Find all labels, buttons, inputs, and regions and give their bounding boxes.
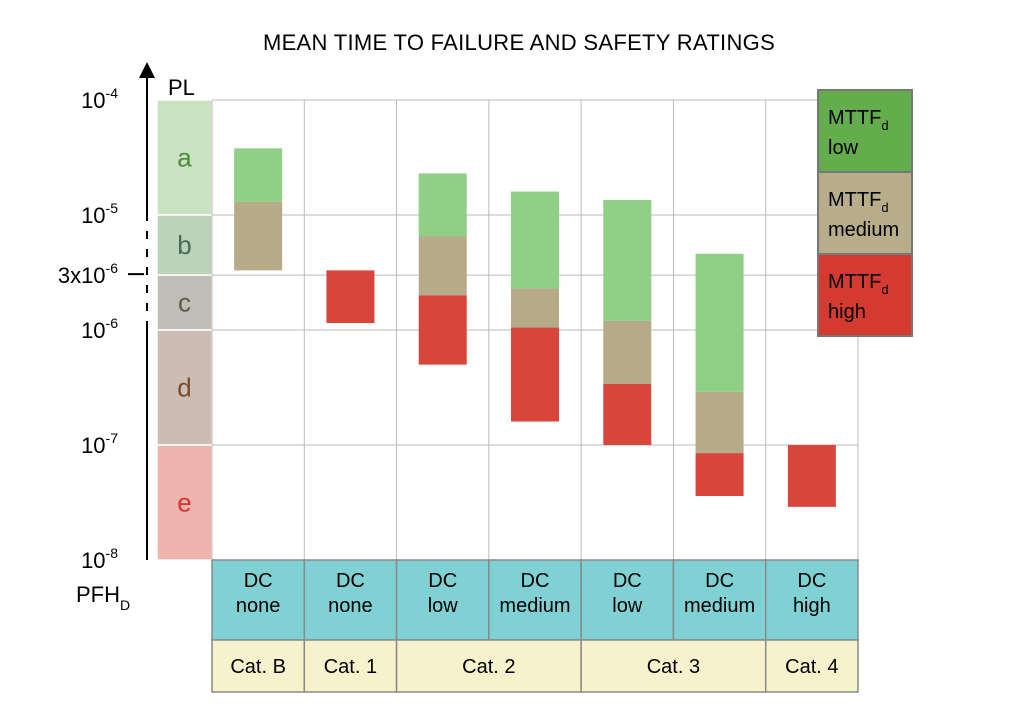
dc-cell [580, 559, 675, 641]
dc-cell-label-line2: low [612, 595, 643, 617]
legend-swatch-low [817, 89, 913, 173]
pfh-axis-label-sub: D [120, 597, 130, 613]
category-label: Cat. 4 [785, 656, 838, 678]
pl-letter-d: d [177, 373, 191, 403]
dc-cell-label-line2: medium [684, 595, 755, 617]
y-axis-arrow-icon [139, 62, 155, 78]
category-cell [211, 639, 306, 693]
dc-cell-label-line2: low [428, 595, 459, 617]
dc-cell-label-line1: DC [797, 570, 826, 592]
dc-cell-label-line1: DC [613, 570, 642, 592]
dc-cell-label-line1: DC [521, 570, 550, 592]
bar-low-col-1 [234, 148, 283, 202]
dc-cell [488, 559, 582, 641]
dc-cell-label-line1: DC [428, 570, 457, 592]
chart-title: MEAN TIME TO FAILURE AND SAFETY RATINGS [263, 30, 775, 55]
bar-medium-col-3 [418, 236, 467, 296]
bar-low-col-5 [603, 200, 652, 321]
y-tick-label: 10-8 [81, 545, 118, 573]
bar-high-col-6 [695, 453, 744, 497]
legend-label-high-line2: high [828, 301, 866, 323]
performance-level-bands: a bc d e [156, 99, 213, 561]
dc-cell [764, 559, 859, 641]
dc-cell-label-line2: none [236, 595, 281, 617]
bar-high-col-2 [326, 270, 375, 324]
dc-row: DC none DC none DC low DC medium DC low DC medium DC… [211, 559, 859, 641]
pl-letter-c: c [178, 288, 191, 318]
category-label: Cat. 1 [324, 656, 377, 678]
category-row: Cat. B Cat. 1 Cat. 2 Cat. 3 Cat. 4 [211, 639, 859, 693]
y-tick-label: 10-4 [81, 85, 118, 113]
dc-cell [395, 559, 490, 641]
pl-letter-b: b [177, 230, 191, 260]
dc-cell-label-line2: none [328, 595, 373, 617]
pl-letter-e: e [177, 488, 191, 518]
legend: MTTFd low MTTFd medium MTTFd high [817, 89, 913, 337]
pl-band-e [156, 444, 213, 561]
dc-cell-label-line2: high [793, 595, 831, 617]
legend-label-medium: MTTFd [828, 189, 889, 215]
legend-label-low-line2: low [828, 137, 859, 159]
bar-high-col-3 [418, 295, 467, 365]
dc-cell [211, 559, 306, 641]
bars [234, 148, 836, 507]
pl-letter-a: a [177, 143, 192, 173]
category-label: Cat. B [230, 656, 286, 678]
bar-high-col-4 [511, 327, 559, 422]
pl-band-a [156, 99, 213, 216]
bar-medium-col-4 [511, 288, 559, 328]
dc-cell-label-line1: DC [705, 570, 734, 592]
y-tick-label: 10-6 [81, 315, 118, 343]
bar-low-col-6 [695, 253, 744, 392]
legend-label-medium-line2: medium [828, 219, 899, 241]
dc-cell-label-line1: DC [336, 570, 365, 592]
bar-high-col-7 [787, 445, 836, 507]
dc-cell-label-line1: DC [244, 570, 273, 592]
y-tick-labels: 10-4 10-5 3x10-6 10-6 10-7 10-8 [58, 85, 149, 573]
legend-swatch-medium [817, 171, 913, 255]
y-tick-label: 10-7 [81, 430, 118, 458]
bar-low-col-4 [511, 191, 559, 289]
bar-medium-col-5 [603, 320, 652, 384]
bar-low-col-3 [418, 173, 467, 237]
pfh-axis-label: PFHD [76, 582, 130, 613]
y-tick-label: 10-5 [81, 200, 118, 228]
pl-band-b [156, 214, 213, 276]
legend-label-low: MTTFd [828, 107, 889, 133]
category-label: Cat. 2 [462, 656, 515, 678]
bar-medium-col-1 [234, 201, 283, 271]
bar-high-col-5 [603, 383, 652, 445]
dc-cell [303, 559, 398, 641]
category-cell [303, 639, 398, 693]
y-tick-label: 3x10-6 [58, 260, 118, 288]
category-cell [764, 639, 859, 693]
dc-cell-label-line2: medium [499, 595, 570, 617]
legend-label-high: MTTFd [828, 271, 889, 297]
legend-swatch-high [817, 253, 913, 337]
pfh-axis-label-main: PFH [76, 582, 120, 607]
pl-axis-label: PL [168, 75, 195, 100]
bar-medium-col-6 [695, 391, 744, 454]
category-label: Cat. 3 [647, 656, 700, 678]
